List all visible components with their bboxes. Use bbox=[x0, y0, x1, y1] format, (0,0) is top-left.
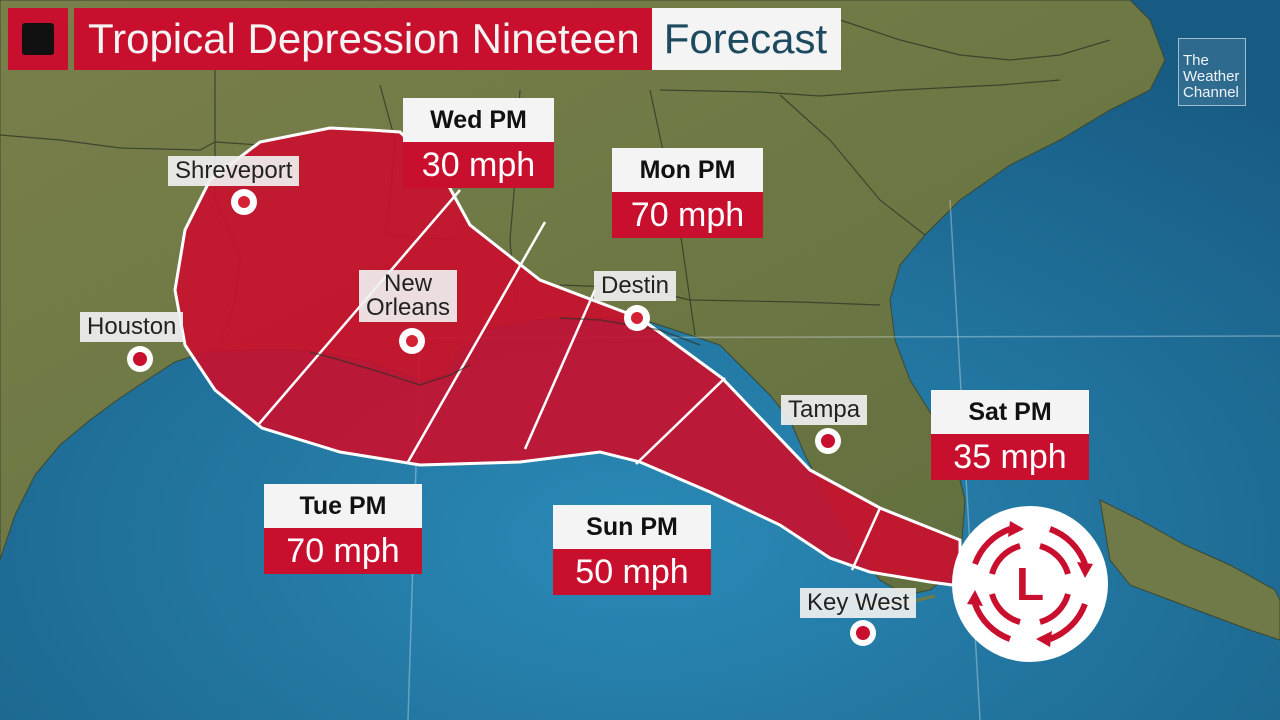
city-label-destin: Destin bbox=[594, 271, 677, 301]
forecast-wind: 35 mph bbox=[931, 434, 1089, 480]
forecast-day: Sat PM bbox=[931, 390, 1089, 434]
storm-symbol: L bbox=[1016, 558, 1044, 610]
city-label-houston: Houston bbox=[80, 312, 184, 342]
city-label-new-orleans: New Orleans bbox=[359, 270, 458, 322]
city-marker-key-west bbox=[850, 620, 876, 646]
weather-channel-logo: The Weather Channel bbox=[1178, 38, 1246, 106]
forecast-wind: 50 mph bbox=[553, 549, 711, 595]
city-label-tampa: Tampa bbox=[781, 395, 868, 425]
forecast-point-sat: Sat PM 35 mph bbox=[931, 390, 1089, 480]
city-marker-destin bbox=[624, 305, 650, 331]
forecast-day: Wed PM bbox=[403, 98, 554, 142]
city-marker-tampa bbox=[815, 428, 841, 454]
forecast-day: Tue PM bbox=[264, 484, 422, 528]
title-bar: Tropical Depression Nineteen Forecast bbox=[8, 8, 842, 70]
page-subtitle: Forecast bbox=[651, 8, 842, 70]
page-title: Tropical Depression Nineteen bbox=[74, 8, 652, 70]
forecast-day: Mon PM bbox=[612, 148, 763, 192]
storm-disc bbox=[952, 506, 1108, 662]
forecast-point-wed: Wed PM 30 mph bbox=[403, 98, 554, 188]
forecast-day: Sun PM bbox=[553, 505, 711, 549]
storm-center: L bbox=[952, 506, 1108, 662]
city-marker-new-orleans bbox=[399, 328, 425, 354]
forecast-wind: 70 mph bbox=[612, 192, 763, 238]
forecast-wind: 30 mph bbox=[403, 142, 554, 188]
city-label-shreveport: Shreveport bbox=[168, 156, 300, 186]
forecast-point-sun: Sun PM 50 mph bbox=[553, 505, 711, 595]
forecast-point-tue: Tue PM 70 mph bbox=[264, 484, 422, 574]
forecast-wind: 70 mph bbox=[264, 528, 422, 574]
land-cuba bbox=[1099, 499, 1280, 641]
city-marker-houston bbox=[127, 346, 153, 372]
city-label-key-west: Key West bbox=[800, 588, 917, 618]
storm-arrows-icon bbox=[972, 526, 1088, 642]
forecast-point-mon: Mon PM 70 mph bbox=[612, 148, 763, 238]
city-marker-shreveport bbox=[231, 189, 257, 215]
title-square-icon bbox=[8, 8, 68, 70]
